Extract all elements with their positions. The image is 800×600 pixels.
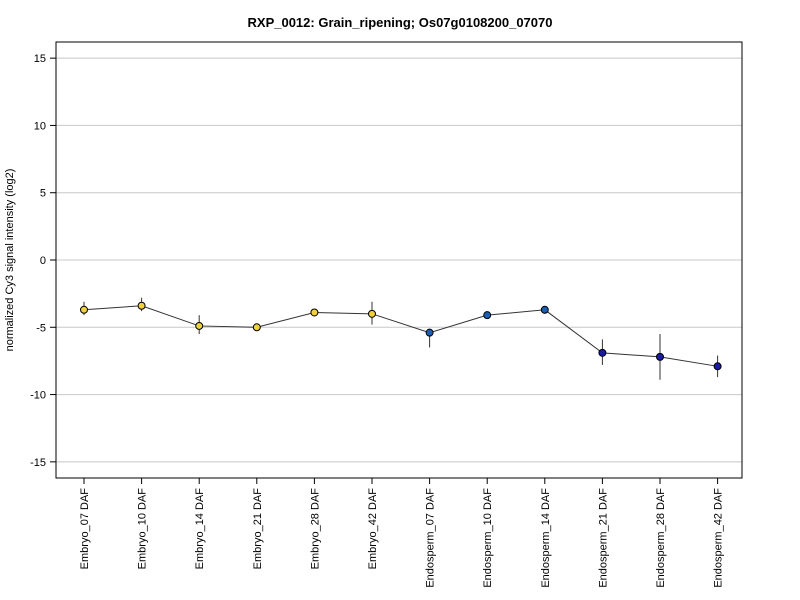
y-tick-label: -15 <box>30 457 46 469</box>
x-tick-label: Embryo_42 DAF <box>367 488 379 570</box>
data-point <box>252 323 261 332</box>
x-axis: Embryo_07 DAF Embryo_10 DAF Embryo_14 DAF E… <box>79 478 725 588</box>
y-tick-label: 0 <box>40 255 46 267</box>
x-tick-label: Endosperm_07 DAF <box>425 488 437 588</box>
data-point <box>425 328 434 337</box>
data-point <box>195 321 204 330</box>
x-tick-label: Endosperm_28 DAF <box>655 488 667 588</box>
y-tick-label: -5 <box>36 322 46 334</box>
y-tick-label: 10 <box>34 120 46 132</box>
data-point <box>540 305 549 314</box>
x-tick-label: Embryo_21 DAF <box>252 488 264 570</box>
y-tick-label: 5 <box>40 188 46 200</box>
x-tick-label: Embryo_28 DAF <box>309 488 321 570</box>
y-axis: 15 10 5 0 -5 -10 -15 <box>30 53 56 469</box>
x-tick-label: Endosperm_21 DAF <box>597 488 609 588</box>
data-point <box>483 311 492 320</box>
data-point <box>368 309 376 318</box>
error-bars <box>83 297 719 380</box>
data-point <box>713 362 722 371</box>
grid-lines <box>56 57 742 463</box>
chart-title: RXP_0012: Grain_ripening; Os07g0108200_0… <box>248 15 553 30</box>
y-tick-label: -10 <box>30 390 46 402</box>
x-tick-label: Embryo_07 DAF <box>79 488 91 570</box>
data-point <box>137 301 146 310</box>
data-point <box>80 305 88 314</box>
data-point <box>598 348 607 357</box>
series-line-path <box>83 305 718 367</box>
x-tick-label: Endosperm_14 DAF <box>540 488 552 588</box>
y-axis-label: normalized Cy3 signal intensity (log2) <box>4 169 16 352</box>
data-point <box>310 308 319 317</box>
x-tick-label: Embryo_10 DAF <box>137 488 149 570</box>
x-tick-label: Embryo_14 DAF <box>194 488 206 570</box>
data-point <box>656 352 664 361</box>
x-tick-label: Endosperm_10 DAF <box>482 488 494 588</box>
data-points <box>80 301 722 371</box>
y-tick-label: 15 <box>34 53 46 65</box>
x-tick-label: Endosperm_42 DAF <box>713 488 725 588</box>
series-line <box>83 305 718 367</box>
